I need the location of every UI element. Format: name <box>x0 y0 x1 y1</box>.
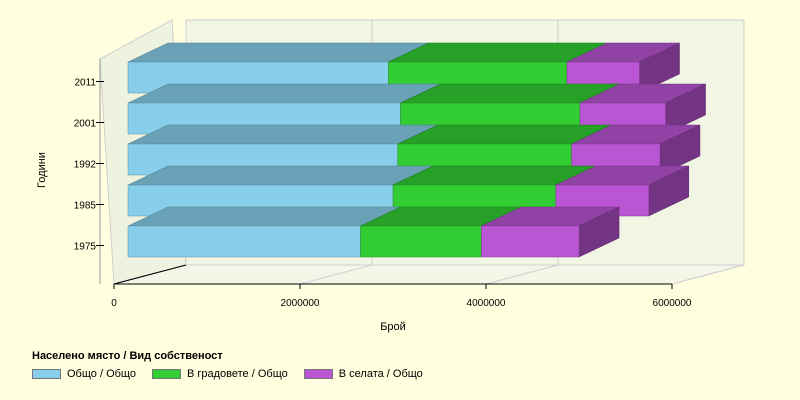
bar-top-0-2 <box>127 124 438 145</box>
floor-gridline-1 <box>299 264 373 285</box>
legend-item-villages: В селата / Общо <box>303 368 423 380</box>
chart-axes <box>96 59 673 289</box>
bar-2-0 <box>481 225 580 258</box>
legend-label-cities: В градовете / Общо <box>186 368 288 380</box>
chart-bars <box>127 42 706 258</box>
bar-top-0-0 <box>127 206 401 227</box>
bar-top-0-1 <box>127 165 434 186</box>
x-tick-label-1: 2000000 <box>281 298 320 309</box>
x-axis-title: Брой <box>380 321 406 333</box>
x-tick-label-0: 0 <box>111 298 117 309</box>
legend-items: Общо / Общо В градовете / Общо В селата … <box>32 368 423 380</box>
chart-area: 0 2000000 4000000 6000000 1975 1985 1992 2001 20… <box>36 19 745 333</box>
legend-title: Населено място / Вид собственост <box>32 350 223 362</box>
legend-swatch-total <box>32 369 61 379</box>
x-tick-label-3: 6000000 <box>653 298 692 309</box>
floor-gridline-3 <box>671 264 745 285</box>
floor-edge-line <box>113 264 187 285</box>
legend: Населено място / Вид собственост Общо / … <box>32 350 423 380</box>
legend-label-villages: В селата / Общо <box>338 368 423 380</box>
floor <box>113 264 745 285</box>
chart-labels: 0 2000000 4000000 6000000 1975 1985 1992 2001 20… <box>74 78 692 310</box>
bar-top-0-4 <box>127 42 429 63</box>
legend-label-total: Общо / Общо <box>67 368 136 380</box>
y-tick-label-3: 2001 <box>74 119 97 130</box>
y-tick-label-1: 1985 <box>74 201 97 212</box>
floor-gridline-2 <box>485 264 559 285</box>
bar-0-0 <box>127 225 361 258</box>
bar-top-0-3 <box>127 83 441 104</box>
y-tick-label-4: 2011 <box>74 78 96 89</box>
legend-swatch-villages <box>303 369 333 379</box>
y-tick-label-2: 1992 <box>74 160 97 171</box>
x-tick-label-2: 4000000 <box>467 298 506 309</box>
y-axis-title: Години <box>36 152 48 188</box>
legend-item-total: Общо / Общо <box>32 368 136 380</box>
bar-1-0 <box>360 225 482 258</box>
legend-item-cities: В градовете / Общо <box>151 368 288 380</box>
legend-swatch-cities <box>151 369 181 379</box>
y-tick-label-0: 1975 <box>74 242 97 253</box>
